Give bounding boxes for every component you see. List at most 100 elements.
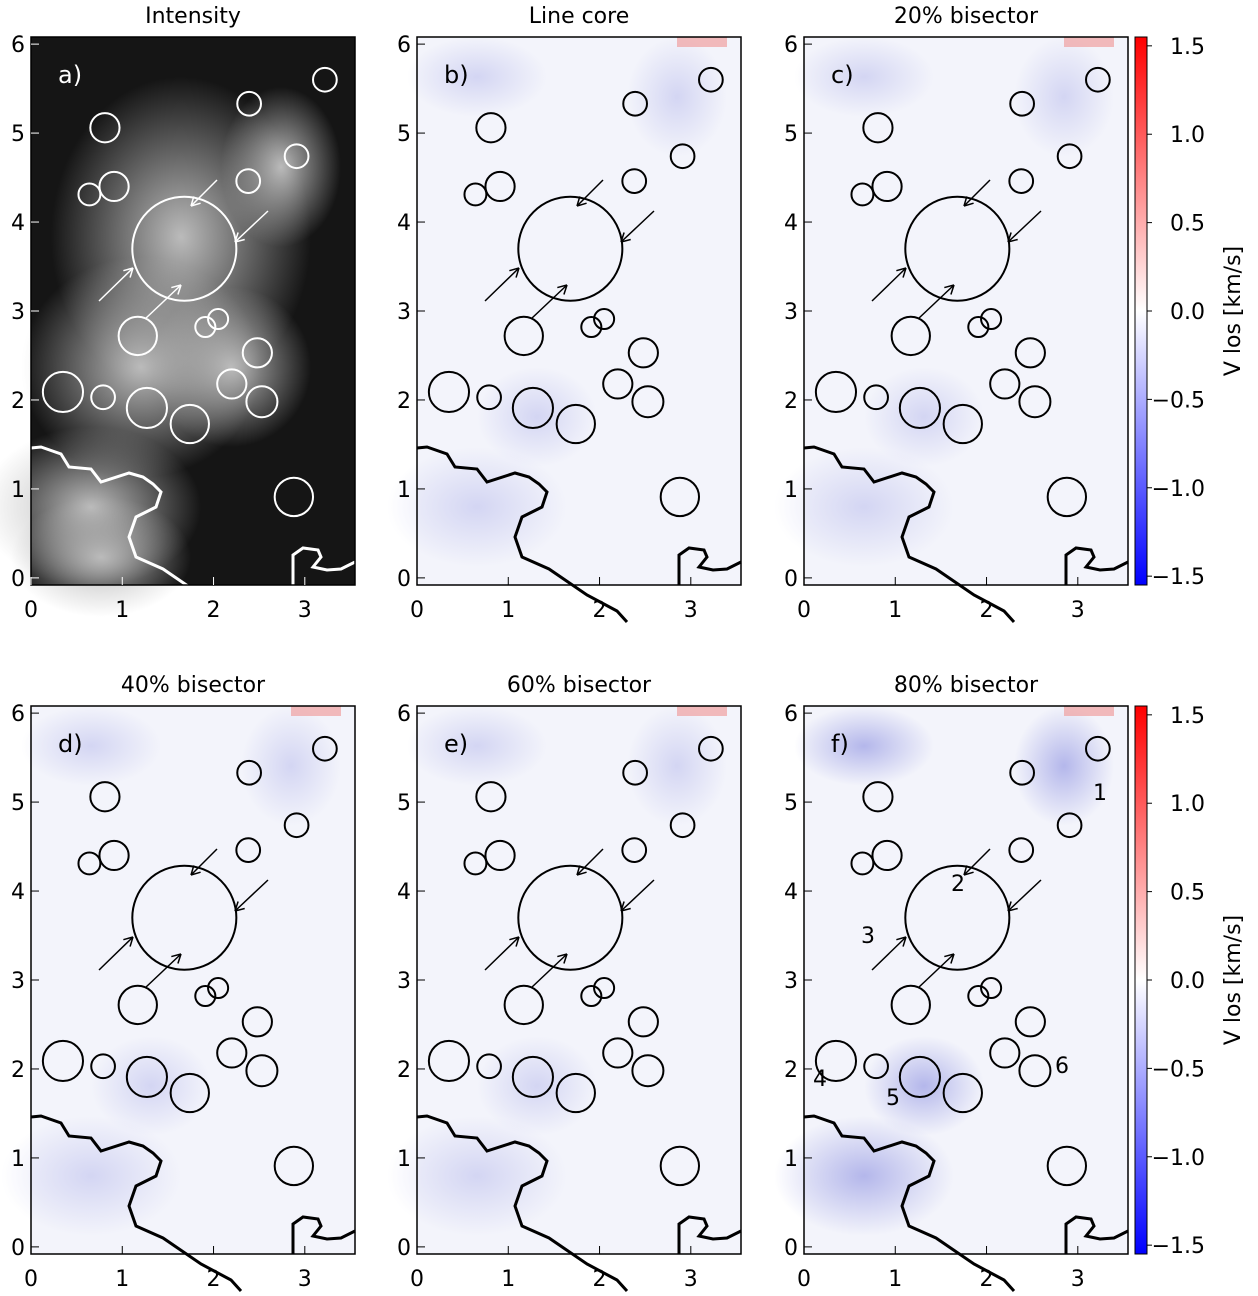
y-tick-label: 2 bbox=[11, 389, 25, 414]
feature-circle bbox=[602, 1037, 634, 1069]
colorbar-tick-label: 0.5 bbox=[1170, 881, 1205, 906]
feature-circle bbox=[207, 976, 230, 1000]
feature-circle bbox=[898, 1055, 941, 1099]
feature-circle bbox=[1046, 1145, 1088, 1187]
feature-circle bbox=[503, 984, 544, 1026]
feature-circle bbox=[98, 839, 130, 872]
feature-circle bbox=[622, 759, 648, 786]
panel-title: 60% bisector bbox=[507, 673, 652, 698]
feature-circle bbox=[312, 66, 338, 93]
blue-region bbox=[864, 367, 984, 467]
x-tick-label: 1 bbox=[501, 598, 515, 623]
arrow-head bbox=[963, 196, 968, 207]
arrow bbox=[98, 267, 134, 302]
feature-circle bbox=[125, 386, 168, 430]
y-tick-label: 1 bbox=[11, 478, 25, 503]
y-tick-label: 4 bbox=[784, 880, 798, 905]
colorbar-tick-label: 1.0 bbox=[1170, 123, 1205, 148]
arrow-head bbox=[190, 202, 201, 207]
colorbar-tick-label: −1.5 bbox=[1152, 565, 1205, 590]
feature-circle bbox=[463, 182, 488, 207]
y-tick-label: 1 bbox=[784, 1147, 798, 1172]
blue-region bbox=[477, 367, 597, 467]
feature-circle bbox=[602, 368, 634, 400]
arrow bbox=[917, 953, 955, 989]
y-tick-label: 6 bbox=[397, 702, 411, 727]
panel-title: 40% bisector bbox=[121, 673, 266, 698]
arrow bbox=[190, 179, 218, 207]
feature-circle bbox=[904, 864, 1011, 971]
blue-region bbox=[241, 706, 341, 826]
arrow bbox=[144, 953, 182, 989]
x-tick-label: 3 bbox=[298, 1267, 312, 1292]
feature-circle bbox=[312, 735, 338, 762]
arrow bbox=[484, 267, 520, 302]
feature-circle bbox=[898, 386, 941, 430]
colorbar-tick-label: −0.5 bbox=[1152, 1057, 1205, 1082]
red-patch bbox=[677, 706, 727, 716]
feature-circle bbox=[1018, 385, 1052, 419]
arrow-head bbox=[1007, 232, 1012, 243]
y-tick-label: 1 bbox=[784, 478, 798, 503]
contour bbox=[416, 445, 742, 624]
feature-circle bbox=[117, 315, 158, 357]
colorbar-tick-label: 1.5 bbox=[1170, 704, 1205, 729]
feature-circle bbox=[476, 384, 502, 411]
contour bbox=[803, 1114, 1129, 1293]
x-tick-label: 2 bbox=[593, 598, 607, 623]
feature-circle bbox=[41, 1039, 85, 1083]
arrow-head bbox=[896, 936, 907, 941]
arrow-head bbox=[620, 901, 625, 912]
arrow bbox=[1007, 210, 1042, 243]
feature-circle bbox=[621, 837, 648, 863]
arrow bbox=[484, 936, 520, 971]
feature-circle bbox=[863, 384, 889, 411]
arrow-head bbox=[123, 267, 134, 272]
annotation: 4 bbox=[813, 1067, 827, 1092]
feature-circle bbox=[1008, 168, 1035, 194]
x-tick-label: 0 bbox=[24, 1267, 38, 1292]
arrow-head bbox=[1007, 238, 1018, 243]
blue-region bbox=[407, 706, 547, 786]
arrow-head bbox=[190, 865, 195, 876]
arrow bbox=[234, 210, 269, 243]
contour bbox=[416, 1114, 742, 1293]
y-tick-label: 5 bbox=[784, 122, 798, 147]
arrow-head bbox=[557, 284, 568, 289]
y-tick-label: 0 bbox=[11, 567, 25, 592]
colorbar-tick-label: 0.0 bbox=[1170, 969, 1205, 994]
feature-circle bbox=[862, 781, 894, 813]
feature-circle bbox=[517, 195, 624, 302]
arrow-head bbox=[944, 284, 955, 289]
blue-region bbox=[794, 706, 934, 786]
y-tick-label: 3 bbox=[397, 300, 411, 325]
colorbar bbox=[1134, 36, 1148, 586]
feature-circle bbox=[194, 984, 217, 1008]
feature-circle bbox=[627, 337, 659, 369]
blue-region bbox=[477, 1036, 597, 1136]
y-tick-label: 4 bbox=[397, 211, 411, 236]
blue-region bbox=[794, 37, 934, 117]
y-tick-label: 1 bbox=[397, 478, 411, 503]
x-tick-label: 0 bbox=[410, 598, 424, 623]
arrow bbox=[530, 953, 568, 989]
arrow-head bbox=[902, 936, 907, 947]
y-tick-label: 6 bbox=[784, 702, 798, 727]
feature-circle bbox=[890, 315, 931, 357]
feature-circle bbox=[475, 781, 507, 813]
feature-circle bbox=[850, 182, 875, 207]
x-tick-label: 0 bbox=[797, 598, 811, 623]
y-tick-label: 2 bbox=[784, 1058, 798, 1083]
blue-region bbox=[627, 37, 727, 157]
blue-region bbox=[1014, 37, 1114, 157]
feature-circle bbox=[1009, 90, 1035, 117]
x-tick-label: 1 bbox=[115, 1267, 129, 1292]
feature-circle bbox=[511, 1055, 554, 1099]
x-tick-label: 2 bbox=[980, 1267, 994, 1292]
feature-circle bbox=[1056, 143, 1083, 170]
feature-circle bbox=[207, 307, 230, 331]
feature-circle bbox=[484, 170, 516, 203]
feature-circle bbox=[117, 984, 158, 1026]
arrow bbox=[963, 848, 991, 876]
feature-circle bbox=[427, 1039, 471, 1083]
